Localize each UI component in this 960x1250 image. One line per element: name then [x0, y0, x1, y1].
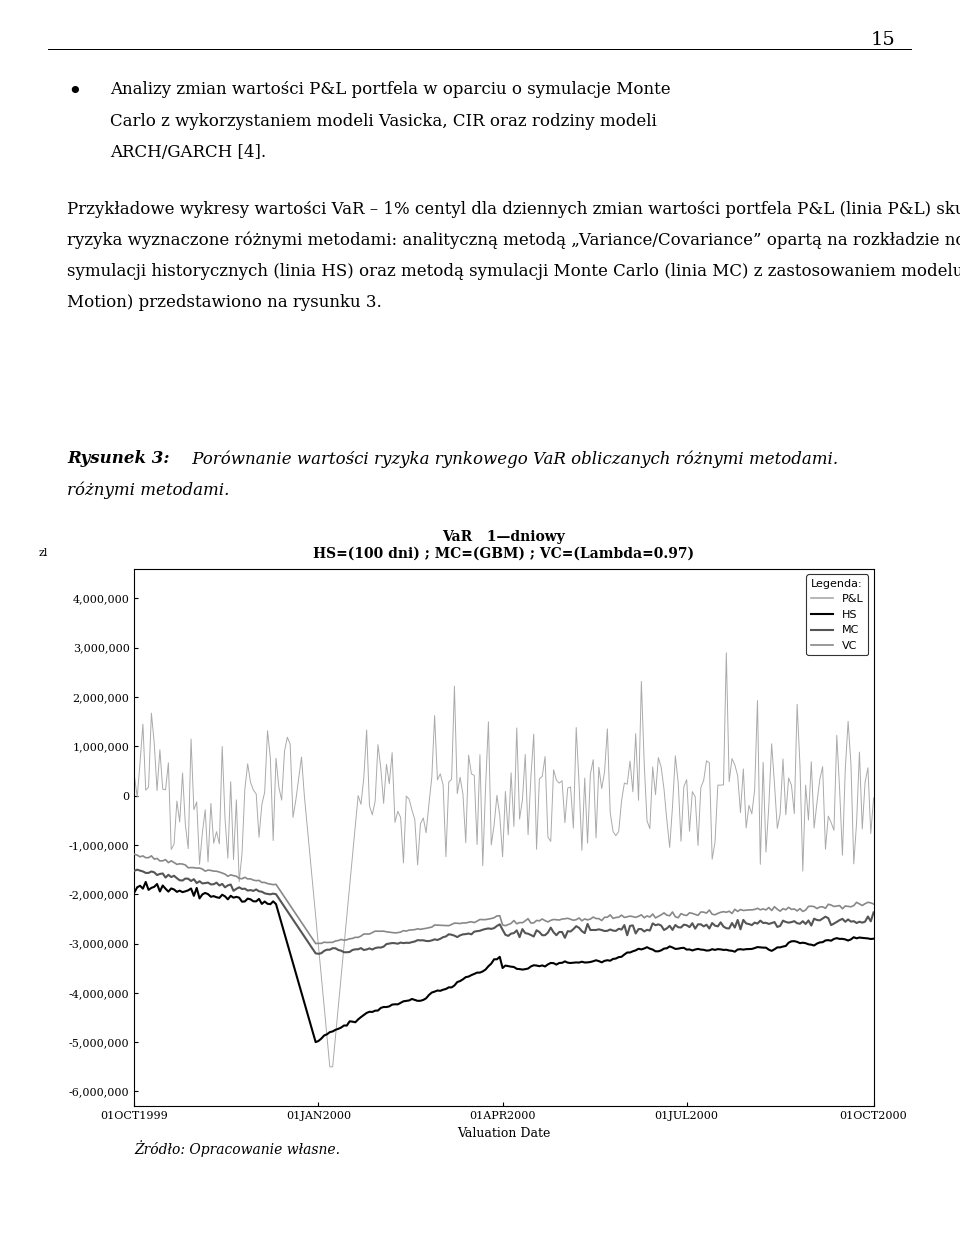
Text: Rysunek 3:: Rysunek 3: — [67, 450, 176, 468]
Text: Porównanie wartości ryzyka rynkowego VaR obliczanych różnymi metodami.: Porównanie wartości ryzyka rynkowego VaR… — [187, 450, 838, 468]
Text: zl: zl — [38, 548, 48, 558]
Text: Carlo z wykorzystaniem modeli Vasicka, CIR oraz rodziny modeli: Carlo z wykorzystaniem modeli Vasicka, C… — [110, 112, 658, 130]
Text: ARCH/GARCH [4].: ARCH/GARCH [4]. — [110, 144, 267, 161]
Text: Przykładowe wykresy wartości VaR – 1% centyl dla dziennych zmian wartości portfe: Przykładowe wykresy wartości VaR – 1% ce… — [67, 200, 960, 217]
Text: 15: 15 — [871, 31, 896, 49]
Legend: P&L, HS, MC, VC: P&L, HS, MC, VC — [806, 574, 868, 655]
Text: •: • — [67, 81, 82, 104]
Text: Motion) przedstawiono na rysunku 3.: Motion) przedstawiono na rysunku 3. — [67, 294, 382, 311]
Text: ryzyka wyznaczone różnymi metodami: analityczną metodą „Variance/Covariance” opa: ryzyka wyznaczone różnymi metodami: anal… — [67, 231, 960, 249]
Title: VaR   1—dniowy
HS=(100 dni) ; MC=(GBM) ; VC=(Lambda=0.97): VaR 1—dniowy HS=(100 dni) ; MC=(GBM) ; V… — [313, 530, 695, 561]
Text: Żródło: Opracowanie własne.: Żródło: Opracowanie własne. — [134, 1140, 341, 1156]
Text: różnymi metodami.: różnymi metodami. — [67, 481, 229, 499]
Text: Analizy zmian wartości P&L portfela w oparciu o symulacje Monte: Analizy zmian wartości P&L portfela w op… — [110, 81, 671, 99]
Text: symulacji historycznych (linia HS) oraz metodą symulacji Monte Carlo (linia MC) : symulacji historycznych (linia HS) oraz … — [67, 262, 960, 280]
X-axis label: Valuation Date: Valuation Date — [457, 1126, 551, 1140]
